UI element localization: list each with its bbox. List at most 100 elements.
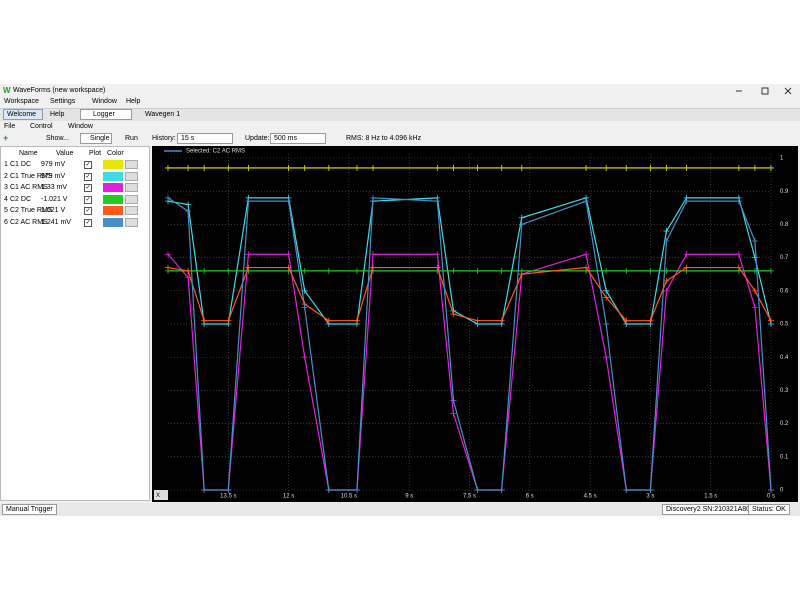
- trigger-status: Manual Trigger: [2, 504, 57, 515]
- x-tick-label: 13.5 s: [220, 494, 236, 500]
- sample-marker: [498, 164, 505, 171]
- app-icon: W: [3, 86, 11, 95]
- sample-marker: [683, 198, 690, 205]
- channel-name: C1 True RMS: [10, 172, 53, 180]
- sample-marker: [751, 164, 758, 171]
- connection-status: Status: OK: [748, 504, 790, 515]
- menu-item[interactable]: File: [4, 123, 16, 130]
- menu-item[interactable]: Control: [30, 123, 53, 130]
- sample-marker: [185, 267, 192, 274]
- sample-marker: [165, 164, 171, 171]
- sample-marker: [165, 264, 171, 271]
- sample-marker: [518, 271, 525, 278]
- color-button[interactable]: [125, 160, 138, 169]
- update-select[interactable]: 500 ms: [270, 133, 326, 144]
- y-tick-label: 0.3: [780, 388, 789, 394]
- sample-marker: [450, 267, 457, 274]
- sample-marker: [751, 254, 758, 261]
- sample-marker: [583, 264, 590, 271]
- menu-item[interactable]: Window: [92, 98, 117, 105]
- tab[interactable]: Wavegen 1: [145, 111, 181, 118]
- color-button[interactable]: [125, 206, 138, 216]
- sample-marker: [498, 267, 505, 274]
- color-swatch[interactable]: [103, 218, 123, 227]
- x-tick-label: 0 s: [767, 494, 775, 500]
- sample-marker: [474, 267, 481, 274]
- run-button[interactable]: Run: [125, 135, 138, 142]
- sample-marker: [370, 251, 377, 258]
- color-button[interactable]: [125, 218, 138, 227]
- color-swatch[interactable]: [103, 160, 123, 169]
- x-tick-label: 4.5 s: [584, 494, 597, 500]
- plot-checkbox[interactable]: ✓: [84, 184, 92, 193]
- plot-checkbox[interactable]: ✓: [84, 207, 92, 216]
- plot-checkbox[interactable]: ✓: [84, 195, 92, 204]
- sample-marker: [301, 354, 308, 361]
- color-swatch[interactable]: [103, 183, 123, 193]
- show-button[interactable]: Show...: [46, 135, 69, 142]
- sample-marker: [185, 164, 192, 171]
- sample-marker: [518, 164, 525, 171]
- tab[interactable]: Welcome: [3, 109, 43, 120]
- sample-marker: [245, 251, 252, 258]
- sample-marker: [201, 164, 208, 171]
- sample-marker: [245, 164, 252, 171]
- single-button[interactable]: Single: [80, 133, 112, 144]
- tab[interactable]: Logger: [80, 109, 132, 120]
- status-bar: [0, 503, 800, 516]
- sample-marker: [285, 164, 292, 171]
- legend-label: Selected: C2 AC RMS: [186, 149, 245, 155]
- sample-marker: [735, 164, 742, 171]
- sample-marker: [647, 317, 654, 324]
- color-swatch[interactable]: [103, 171, 123, 181]
- sample-marker: [768, 267, 774, 274]
- sample-marker: [370, 164, 377, 171]
- x-tick-label: 3 s: [646, 494, 654, 500]
- color-swatch[interactable]: [103, 194, 123, 204]
- sample-marker: [474, 317, 481, 324]
- color-swatch[interactable]: [103, 206, 123, 216]
- color-button[interactable]: [125, 183, 138, 193]
- color-button[interactable]: [125, 194, 138, 204]
- column-header: Name: [19, 150, 38, 157]
- sample-marker: [450, 164, 457, 171]
- sample-marker: [663, 228, 670, 235]
- channel-name: C1 AC RMS: [10, 184, 48, 192]
- sample-marker: [498, 487, 505, 493]
- y-tick-label: 0.7: [780, 255, 789, 261]
- channel-name: C2 AC RMS: [10, 219, 48, 226]
- sample-marker: [325, 487, 332, 493]
- window-controls[interactable]: [730, 85, 796, 97]
- menu-item[interactable]: Window: [68, 123, 93, 130]
- plot-checkbox[interactable]: ✓: [84, 219, 92, 227]
- channel-name: C2 True RMS: [10, 207, 53, 215]
- sample-marker: [325, 267, 332, 274]
- sample-marker: [474, 164, 481, 171]
- tab[interactable]: Help: [50, 111, 65, 118]
- sample-marker: [751, 304, 758, 311]
- column-header: Plot: [89, 150, 102, 157]
- channel-value: -1.021 V: [41, 195, 68, 203]
- history-select[interactable]: 15 s: [177, 133, 233, 144]
- sample-marker: [285, 198, 292, 205]
- sample-marker: [301, 164, 308, 171]
- menu-item[interactable]: Help: [126, 98, 141, 105]
- add-icon[interactable]: +: [3, 133, 9, 143]
- sample-marker: [185, 208, 192, 215]
- tab-bar: [0, 108, 800, 121]
- menu-item[interactable]: Settings: [50, 98, 76, 105]
- y-tick-label: 0.9: [780, 189, 789, 195]
- plot-checkbox[interactable]: ✓: [84, 172, 92, 181]
- sample-marker: [603, 267, 610, 274]
- window-title: WaveForms (new workspace): [13, 87, 106, 94]
- sample-marker: [285, 251, 292, 258]
- menu-item[interactable]: Workspace: [4, 98, 39, 105]
- channel-value: 979 mV: [41, 161, 66, 168]
- sample-marker: [647, 267, 654, 274]
- y-tick-label: 1: [780, 156, 784, 162]
- sample-marker: [285, 264, 292, 271]
- plot-checkbox[interactable]: ✓: [84, 161, 92, 169]
- color-button[interactable]: [125, 171, 138, 181]
- x-tick-label: 1.5 s: [704, 494, 717, 500]
